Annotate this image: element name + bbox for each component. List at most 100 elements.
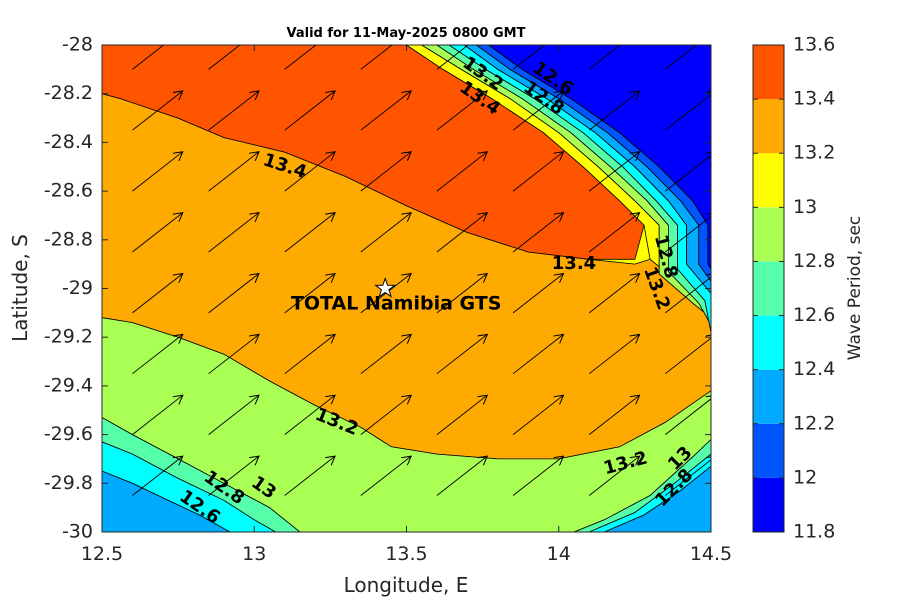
direction-arrow-1-0: [132, 91, 182, 131]
colorbar-tick-label-3: 13: [793, 196, 817, 218]
direction-arrow-3-4: [436, 213, 487, 253]
colorbar-tick-label-5: 12.6: [793, 304, 835, 326]
direction-arrow-5-6: [588, 334, 639, 375]
colorbar-tick-label-2: 13.2: [793, 142, 835, 164]
x-axis-label: Longitude, E: [344, 573, 469, 597]
direction-arrow-2-7: [665, 152, 711, 192]
direction-arrow-6-1: [208, 395, 259, 435]
direction-arrow-4-6: [588, 274, 639, 314]
x-tick-label-0: 12.5: [81, 543, 123, 565]
colorbar: [753, 45, 784, 532]
chart-title: Valid for 11-May-2025 0800 GMT: [287, 26, 526, 41]
x-tick-label-2: 13.5: [385, 543, 427, 565]
colorbar-frame: [752, 44, 785, 533]
colorbar-band-4: [753, 261, 784, 316]
colorbar-tick-label-0: 13.6: [793, 34, 835, 56]
y-tick-label-1: -28.2: [44, 82, 93, 104]
colorbar-band-5: [753, 207, 784, 262]
colorbar-tick-label-7: 12.2: [793, 412, 835, 434]
colorbar-label: Wave Period, sec: [845, 216, 865, 361]
contour-region-5: [102, 470, 231, 532]
colorbar-band-6: [753, 153, 784, 208]
direction-arrow-3-5: [512, 213, 563, 253]
direction-arrow-7-3: [360, 456, 411, 496]
y-tick-label-6: -29.2: [44, 326, 93, 348]
direction-arrow-5-5: [512, 334, 563, 375]
site-marker-group: TOTAL Namibia GTS: [291, 276, 502, 315]
colorbar-band-8: [753, 45, 784, 100]
direction-arrow-0-2: [284, 45, 317, 70]
colorbar-band-2: [753, 369, 784, 424]
direction-arrow-4-2: [284, 274, 335, 314]
direction-arrow-2-6: [588, 152, 639, 192]
direction-arrow-4-7: [665, 274, 711, 314]
direction-arrow-6-3: [360, 395, 411, 435]
direction-arrow-4-1: [208, 274, 259, 314]
direction-arrow-7-7: [665, 456, 711, 496]
direction-arrow-6-2: [284, 395, 335, 435]
y-tick-label-5: -29: [62, 277, 93, 299]
direction-arrow-2-2: [284, 152, 335, 192]
direction-arrow-7-4: [436, 456, 487, 496]
direction-arrow-5-3: [360, 334, 411, 375]
direction-arrow-5-7: [665, 334, 711, 375]
direction-arrow-3-2: [284, 213, 335, 253]
colorbar-tick-label-8: 12: [793, 466, 817, 488]
direction-arrow-7-0: [132, 456, 182, 496]
colorbar-tick-label-1: 13.4: [793, 88, 835, 110]
contour-region-8: [604, 465, 711, 532]
colorbar-ticks: 13.6 13.4 13.2 13 12.8 12.6 12.4 12.2 12 11.8: [753, 34, 835, 543]
direction-arrow-1-5: [512, 91, 563, 131]
direction-arrow-1-2: [284, 91, 335, 131]
direction-arrow-5-1: [208, 334, 259, 375]
y-axis-label: Latitude, S: [8, 234, 32, 342]
colorbar-tick-label-4: 12.8: [793, 250, 835, 272]
site-label: TOTAL Namibia GTS: [291, 293, 502, 315]
direction-arrow-6-4: [436, 395, 487, 435]
direction-arrow-3-7: [665, 213, 711, 253]
wave-direction-arrows: [132, 45, 711, 496]
direction-arrow-2-5: [512, 152, 563, 192]
direction-arrow-3-0: [132, 213, 182, 253]
direction-arrow-7-2: [284, 456, 335, 496]
site-star-icon: [374, 276, 397, 298]
direction-arrow-0-5: [512, 45, 546, 70]
direction-arrow-5-2: [284, 334, 335, 375]
x-tick-label-1: 13: [242, 543, 266, 565]
direction-arrow-2-0: [132, 152, 182, 192]
colorbar-band-0: [753, 477, 784, 532]
plot-area: 13.413.413.413.212.812.612.813.213.213.2…: [102, 45, 711, 532]
direction-arrow-7-1: [208, 456, 259, 496]
direction-arrow-0-0: [132, 45, 165, 70]
y-tick-label-9: -29.8: [44, 472, 93, 494]
direction-arrow-7-6: [588, 456, 639, 496]
direction-arrow-1-4: [436, 91, 487, 131]
y-tick-label-10: -30: [62, 521, 93, 543]
direction-arrow-2-4: [436, 152, 487, 192]
colorbar-band-7: [753, 99, 784, 154]
direction-arrow-1-1: [208, 91, 259, 131]
direction-arrow-0-1: [208, 45, 241, 70]
contour-region-15: [488, 45, 711, 270]
y-axis-ticks: -28 -28.2 -28.4 -28.6 -28.8 -29 -29.2 -29.4 -29.…: [44, 34, 711, 543]
x-tick-label-3: 14: [547, 543, 571, 565]
direction-arrow-0-6: [588, 45, 622, 70]
direction-arrow-3-1: [208, 213, 259, 253]
direction-arrow-6-0: [132, 395, 182, 435]
colorbar-tick-label-9: 11.8: [793, 521, 835, 543]
direction-arrow-0-3: [360, 45, 393, 70]
direction-arrow-6-5: [512, 395, 563, 435]
direction-arrow-6-6: [588, 395, 639, 435]
direction-arrow-4-0: [132, 274, 182, 314]
direction-arrow-3-6: [588, 213, 639, 253]
y-tick-label-4: -28.8: [44, 228, 93, 250]
direction-arrow-2-3: [360, 152, 411, 192]
direction-arrow-6-7: [665, 395, 711, 435]
y-tick-label-3: -28.6: [44, 180, 93, 202]
direction-arrow-5-0: [132, 334, 182, 375]
x-tick-label-4: 14.5: [690, 543, 732, 565]
colorbar-band-3: [753, 315, 784, 370]
direction-arrow-0-7: [665, 45, 698, 70]
y-tick-label-0: -28: [62, 34, 93, 56]
